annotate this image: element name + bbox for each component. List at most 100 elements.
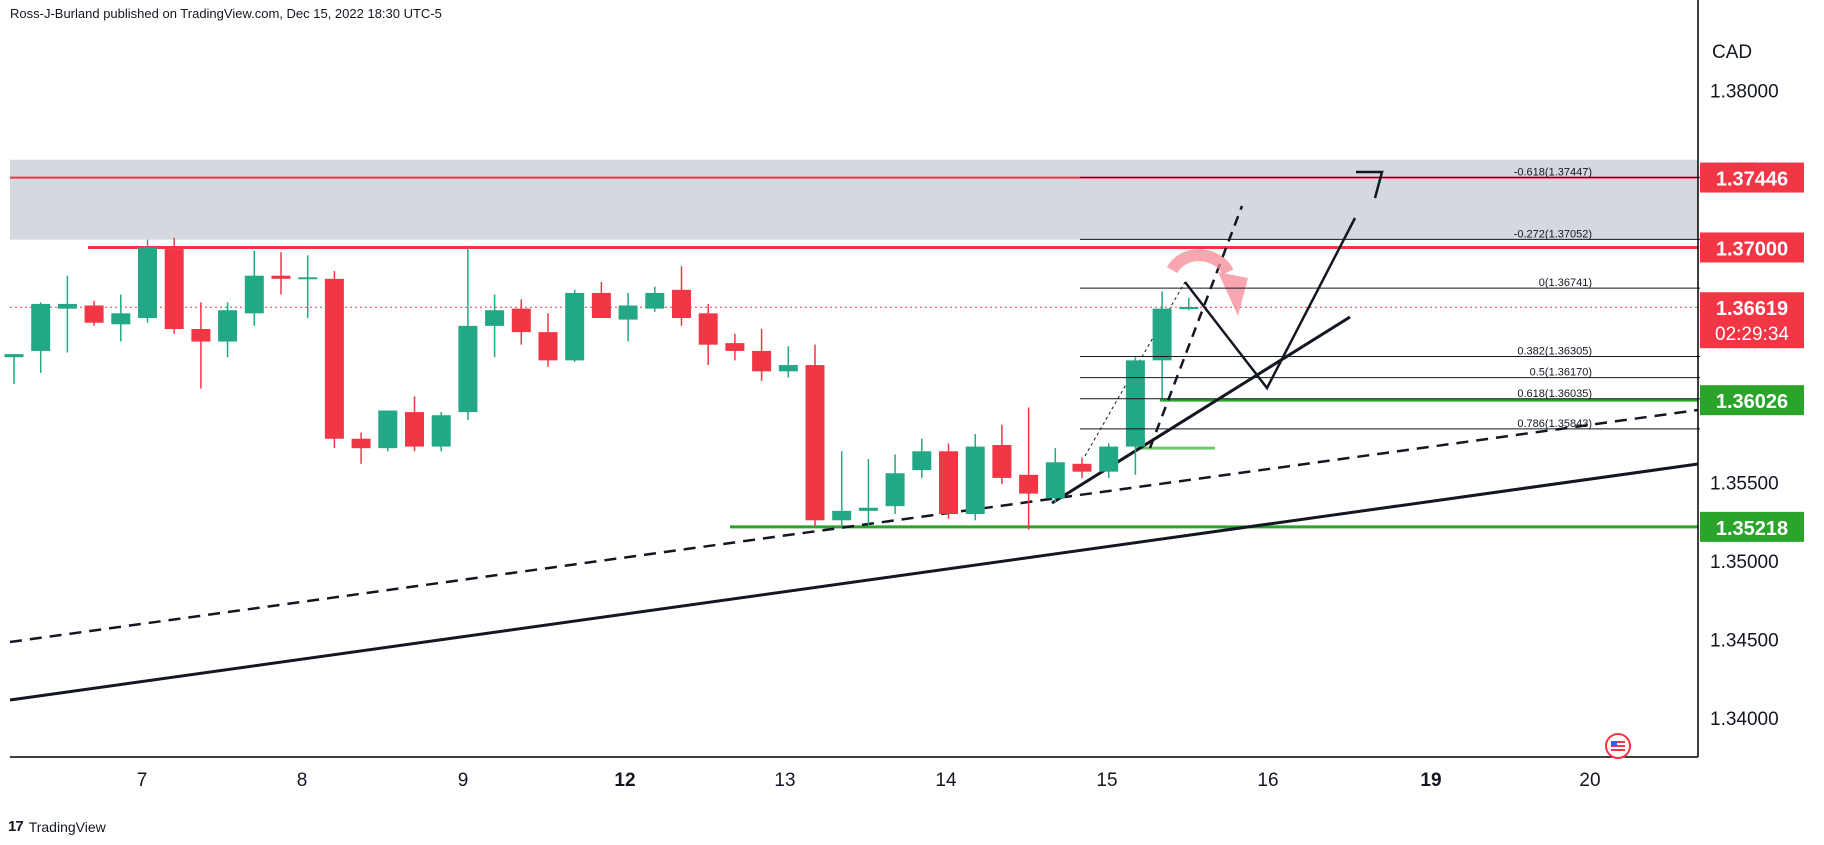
candle-body <box>57 303 77 309</box>
candle <box>725 333 745 361</box>
projection-path <box>1184 217 1357 391</box>
fib-level-label: -0.272(1.37052) <box>1514 228 1592 240</box>
short-trendline <box>1051 315 1351 505</box>
candle-body <box>324 278 344 439</box>
candle-body <box>778 365 798 372</box>
projection-arrowhead <box>1356 170 1384 199</box>
candle-body <box>1072 463 1092 472</box>
price-label-text: 1.37000 <box>1716 238 1788 260</box>
candle <box>698 303 718 366</box>
currency-label: CAD <box>1712 42 1752 63</box>
fib-level-label: 0.5(1.36170) <box>1530 367 1592 379</box>
x-tick-label: 13 <box>774 770 795 791</box>
candle <box>1072 457 1092 478</box>
candle-body <box>298 277 318 280</box>
candle <box>912 438 932 478</box>
candle-body <box>1125 360 1145 447</box>
candle-body <box>138 247 157 319</box>
candle <box>271 252 291 295</box>
resistance-zone-layer <box>10 159 1698 240</box>
x-tick-label: 9 <box>458 770 469 791</box>
candle-body <box>405 412 424 447</box>
candle <box>138 239 157 323</box>
fib-level-label: 0(1.36741) <box>1539 277 1592 289</box>
price-label-box <box>1700 162 1804 193</box>
candles-layer <box>4 238 1199 530</box>
candle-body <box>832 510 852 521</box>
candle-body <box>885 473 905 507</box>
candle-body <box>1019 474 1039 494</box>
candle-body <box>858 507 878 511</box>
candle <box>858 459 878 527</box>
candle <box>511 299 531 345</box>
current-price-text: 1.36619 <box>1716 298 1788 320</box>
candle <box>618 292 638 342</box>
x-tick-label: 8 <box>297 770 308 791</box>
x-tick-label: 7 <box>137 770 148 791</box>
candle-body <box>1179 307 1199 310</box>
channel-dashed-line <box>1148 205 1244 449</box>
candle <box>164 238 184 334</box>
candle-body <box>538 332 558 361</box>
candle-body <box>271 275 291 279</box>
candle-body <box>431 415 451 447</box>
candle-body <box>698 313 718 345</box>
candle-body <box>191 329 211 342</box>
y-tick-label: 1.34500 <box>1710 630 1779 651</box>
candle <box>778 346 798 378</box>
candle <box>244 250 264 326</box>
candle-body <box>752 350 772 372</box>
publisher-text: Ross-J-Burland published on TradingView.… <box>10 6 442 21</box>
candle <box>351 432 371 464</box>
candle-body <box>565 292 585 361</box>
reversal-arrowhead <box>1218 272 1248 316</box>
fib-level-label: 0.382(1.36305) <box>1517 345 1592 357</box>
candle <box>191 302 211 389</box>
price-label-text: 1.37446 <box>1716 169 1788 191</box>
projection-drawings-layer <box>1166 170 1384 391</box>
candle-body <box>1045 462 1065 499</box>
candle <box>965 434 985 521</box>
candle-body <box>805 365 825 521</box>
candle <box>31 302 51 373</box>
candle <box>485 294 505 358</box>
candle <box>431 412 451 452</box>
price-label-text: 1.36026 <box>1716 391 1788 413</box>
candle-body <box>218 310 238 342</box>
candle-body <box>84 305 104 323</box>
candle <box>885 454 905 514</box>
candle <box>538 313 558 367</box>
candle-body <box>111 313 131 325</box>
y-tick-label: 1.34000 <box>1710 709 1779 730</box>
candle-body <box>1152 308 1172 361</box>
x-tick-label: 14 <box>935 770 957 791</box>
candle-body <box>618 305 638 320</box>
candle-body <box>485 310 505 326</box>
x-tick-label: 15 <box>1096 770 1117 791</box>
footer-brand[interactable]: 17 TradingView <box>8 818 106 835</box>
fib-level-label: 0.786(1.35843) <box>1517 418 1592 430</box>
candle <box>458 247 478 420</box>
candle-body <box>1099 446 1119 472</box>
candle-body <box>351 438 371 449</box>
candle-body <box>591 292 611 319</box>
footer-brand-text: TradingView <box>28 818 106 835</box>
price-label-box <box>1700 385 1804 416</box>
candle <box>805 344 825 527</box>
y-tick-label: 1.35000 <box>1710 552 1779 573</box>
tradingview-logo-icon: 17 <box>8 818 24 835</box>
candle <box>1152 291 1172 402</box>
candle <box>939 443 958 519</box>
axes-layer: CAD1.380001.375001.355001.350001.345001.… <box>10 0 1779 791</box>
candle-body <box>458 325 478 413</box>
us-flag-icon[interactable] <box>1605 733 1631 759</box>
countdown-text: 02:29:34 <box>1715 324 1789 345</box>
candle-body <box>645 292 665 309</box>
candle <box>298 255 318 319</box>
candle <box>378 410 398 452</box>
candle-body <box>912 451 932 471</box>
candle <box>832 451 852 527</box>
candle-body <box>511 308 531 333</box>
candle <box>4 354 24 384</box>
